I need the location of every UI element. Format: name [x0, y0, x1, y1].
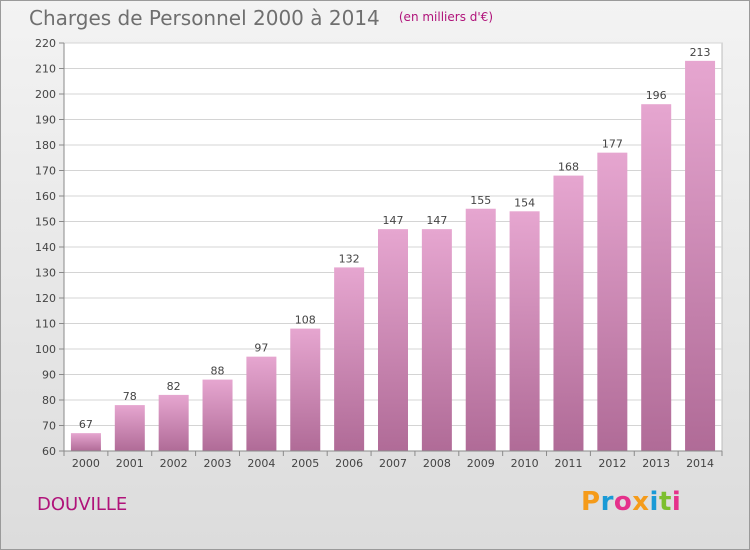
x-tick-label: 2007 — [379, 457, 407, 470]
y-tick-label: 150 — [35, 216, 56, 229]
x-tick-label: 2003 — [204, 457, 232, 470]
y-tick-label: 60 — [42, 445, 56, 458]
bar — [685, 60, 716, 451]
y-tick-label: 210 — [35, 63, 56, 76]
y-tick-label: 110 — [35, 318, 56, 331]
logo-letter: x — [632, 487, 650, 517]
bar-value-label: 108 — [295, 314, 316, 327]
x-tick-label: 2010 — [511, 457, 539, 470]
bar — [202, 379, 233, 451]
bar — [421, 229, 452, 451]
x-tick-label: 2008 — [423, 457, 451, 470]
logo-letter: r — [600, 487, 614, 517]
x-axis: 2000 2001 2002 2003 2004 2005 2006 2007 2008 2009… — [63, 450, 723, 470]
bar-value-label: 82 — [167, 380, 181, 393]
bar-value-label: 97 — [254, 342, 268, 355]
y-tick-label: 140 — [35, 241, 56, 254]
bar-value-label: 168 — [558, 161, 579, 174]
y-tick-label: 180 — [35, 139, 56, 152]
bar — [158, 394, 189, 451]
y-axis: 60 70 80 90 100 110 120 130 140 150 160 170 180 190 20… — [35, 37, 65, 458]
bar — [290, 328, 321, 451]
y-tick-label: 90 — [42, 369, 56, 382]
bar — [378, 229, 408, 451]
bar — [70, 433, 101, 451]
bar-value-label: 196 — [646, 89, 667, 102]
y-tick-label: 130 — [35, 267, 56, 280]
bar-value-label: 147 — [383, 214, 404, 227]
x-tick-label: 2004 — [247, 457, 275, 470]
y-tick-label: 170 — [35, 165, 56, 178]
y-tick-label: 190 — [35, 114, 56, 127]
bar-value-label: 177 — [602, 138, 623, 151]
chart-subtitle: (en milliers d'€) — [398, 10, 493, 24]
bar-value-label: 154 — [514, 196, 535, 209]
commune-name: DOUVILLE — [37, 494, 128, 515]
bar-value-label: 88 — [211, 365, 225, 378]
bar — [246, 356, 277, 451]
x-tick-label: 2013 — [642, 457, 670, 470]
bar-value-label: 67 — [79, 418, 93, 431]
bar — [465, 208, 496, 451]
x-tick-label: 2000 — [72, 457, 100, 470]
y-tick-label: 120 — [35, 292, 56, 305]
x-tick-label: 2001 — [116, 457, 144, 470]
bar-value-label: 155 — [470, 194, 491, 207]
bar — [641, 104, 672, 451]
bar-value-label: 147 — [426, 214, 447, 227]
y-tick-label: 200 — [35, 88, 56, 101]
x-tick-label: 2011 — [554, 457, 582, 470]
y-tick-label: 100 — [35, 343, 56, 356]
bar-value-label: 78 — [123, 390, 137, 403]
y-tick-label: 160 — [35, 190, 56, 203]
logo-letter: i — [671, 487, 682, 517]
proxiti-logo[interactable]: Proxiti — [581, 487, 681, 517]
x-tick-label: 2005 — [291, 457, 319, 470]
x-tick-label: 2014 — [686, 457, 714, 470]
title-row: Charges de Personnel 2000 à 2014 (en mil… — [29, 6, 493, 30]
x-tick-label: 2006 — [335, 457, 363, 470]
bar-value-label: 213 — [690, 46, 711, 59]
y-tick-label: 220 — [35, 37, 56, 50]
bar — [597, 152, 628, 451]
logo-letter: o — [613, 487, 633, 517]
bar — [509, 211, 540, 451]
logo-letter: P — [581, 487, 601, 517]
logo-letter: i — [649, 487, 659, 517]
x-tick-label: 2002 — [160, 457, 188, 470]
y-tick-label: 70 — [42, 420, 56, 433]
bars: 67 78 82 88 97 108 132 147 147 155 154 168 177 196 213 — [70, 46, 716, 451]
x-tick-label: 2009 — [467, 457, 495, 470]
bar-value-label: 132 — [339, 252, 360, 265]
x-tick-label: 2012 — [598, 457, 626, 470]
bar — [114, 405, 145, 451]
y-tick-label: 80 — [42, 394, 56, 407]
chart-title: Charges de Personnel 2000 à 2014 — [29, 6, 380, 30]
bar — [553, 175, 584, 451]
bar — [334, 267, 365, 451]
logo-letter: t — [658, 487, 672, 517]
